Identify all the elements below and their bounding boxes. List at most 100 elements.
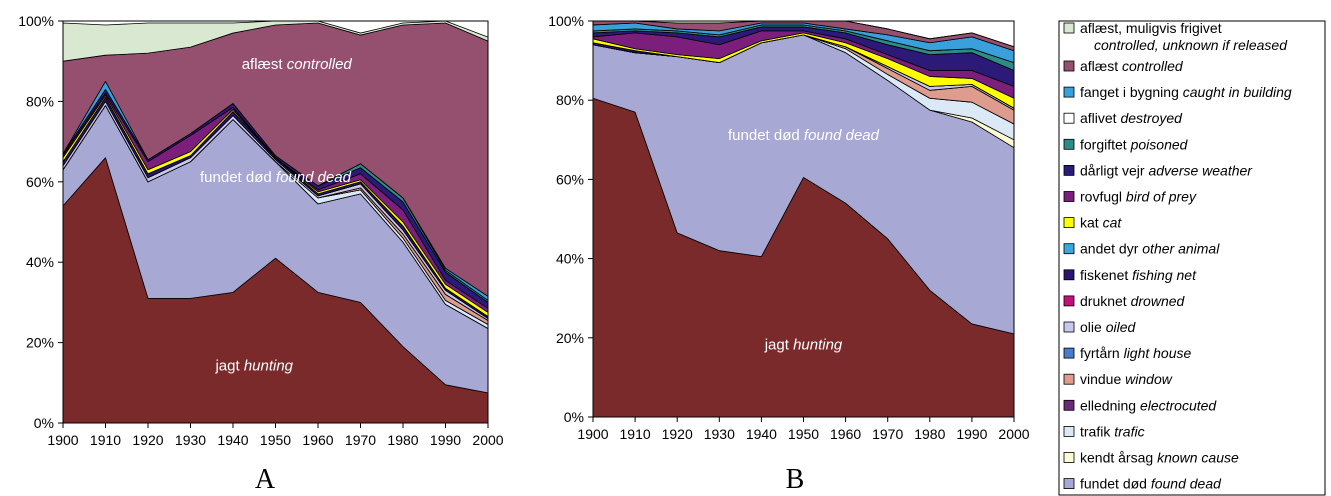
legend-item-fishing-net: fiskenet fishing net: [1063, 267, 1197, 283]
legend-label: trafik trafic: [1080, 423, 1145, 439]
x-tick-label: 1960: [302, 432, 333, 448]
legend-item-caught-in-building: fanget i bygning caught in building: [1063, 84, 1292, 100]
area-label: jagt hunting: [764, 337, 843, 354]
legend-swatch: [1063, 243, 1075, 255]
legend-item-window: vindue window: [1063, 371, 1173, 387]
legend-swatch: [1063, 60, 1075, 72]
legend-label-italic: controlled, unknown if released: [1094, 37, 1288, 53]
x-tick-label: 1930: [704, 426, 735, 442]
legend-item-found-dead: fundet død found dead: [1063, 476, 1222, 492]
legend-item-bird-of-prey: rovfugl bird of prey: [1063, 189, 1197, 205]
legend-swatch: [1063, 217, 1075, 229]
chart-panel-b: 0% 20% 40% 60% 80% 100% 1900 1910 1920 1930 1940 19…: [548, 13, 1030, 495]
legend-label: aflæst controlled: [1080, 58, 1184, 74]
legend-swatch: [1063, 86, 1075, 98]
y-tick-label: 0%: [564, 409, 584, 425]
legend-label: fiskenet fishing net: [1080, 267, 1197, 283]
x-tick-label: 1970: [345, 432, 376, 448]
y-tick-label: 100%: [548, 13, 584, 29]
legend-item-oiled: olie oiled: [1063, 319, 1136, 335]
legend-item-cat: kat cat: [1063, 215, 1122, 231]
panel-letter: A: [255, 464, 276, 495]
legend-swatch: [1063, 112, 1075, 124]
x-tick-label: 1920: [132, 432, 163, 448]
legend-label: kendt årsag known cause: [1080, 450, 1239, 466]
x-tick-label: 2000: [998, 426, 1029, 442]
area-label: fundet død found dead: [728, 127, 880, 144]
legend-item-adverse-weather: dårligt vejr adverse weather: [1063, 162, 1253, 178]
panel-letter: B: [786, 464, 805, 495]
legend-label: elledning electrocuted: [1080, 397, 1217, 413]
legend-swatch: [1063, 373, 1075, 385]
legend-swatch: [1063, 321, 1075, 333]
legend-label: dårligt vejr adverse weather: [1080, 162, 1253, 178]
legend-item-trafic: trafik trafic: [1063, 423, 1145, 439]
legend-item-poisoned: forgiftet poisoned: [1063, 136, 1189, 152]
x-tick-label: 1910: [90, 432, 121, 448]
y-tick-label: 60%: [556, 171, 584, 187]
legend-label: rovfugl bird of prey: [1080, 189, 1197, 205]
y-tick-label: 100%: [18, 13, 54, 29]
legend-label: vindue window: [1080, 371, 1173, 387]
legend-swatch: [1063, 347, 1075, 359]
legend-swatch: [1063, 164, 1075, 176]
legend-item-other-animal: andet dyr other animal: [1063, 241, 1220, 257]
x-tick-label: 1990: [956, 426, 987, 442]
area-label: jagt hunting: [214, 358, 293, 375]
legend-item-destroyed: aflivet destroyed: [1063, 110, 1183, 126]
chart-panel-a: 0% 20% 40% 60% 80% 100% 1900 1910 1920 1930 1940 19…: [18, 13, 504, 495]
legend-label: andet dyr other animal: [1080, 241, 1220, 257]
x-tick-label: 1900: [47, 432, 78, 448]
x-tick-label: 1950: [788, 426, 819, 442]
legend-item-electrocuted: elledning electrocuted: [1063, 397, 1217, 413]
area-label: aflæst controlled: [242, 56, 353, 73]
legend-swatch: [1063, 138, 1075, 150]
legend-swatch: [1063, 399, 1075, 411]
legend-swatch: [1063, 478, 1075, 490]
x-tick-label: 1990: [430, 432, 461, 448]
legend-label: druknet drowned: [1080, 293, 1186, 309]
y-tick-label: 20%: [556, 330, 584, 346]
x-tick-label: 1950: [260, 432, 291, 448]
x-tick-label: 1900: [577, 426, 608, 442]
y-tick-label: 60%: [26, 174, 54, 190]
legend-item-controlled: aflæst controlled: [1063, 58, 1184, 74]
y-tick-label: 80%: [556, 92, 584, 108]
legend-label: aflivet destroyed: [1080, 110, 1183, 126]
x-tick-label: 1940: [217, 432, 248, 448]
legend-label: aflæst, muligvis frigivet: [1080, 20, 1222, 36]
x-tick-label: 1920: [662, 426, 693, 442]
x-tick-label: 1960: [830, 426, 861, 442]
legend-swatch: [1063, 191, 1075, 202]
legend-swatch: [1063, 22, 1075, 34]
y-tick-label: 20%: [26, 335, 54, 351]
legend-swatch: [1063, 269, 1075, 281]
x-tick-label: 1980: [387, 432, 418, 448]
legend-label: fundet død found dead: [1080, 476, 1222, 492]
legend-label: forgiftet poisoned: [1080, 136, 1189, 152]
legend-item-drowned: druknet drowned: [1063, 293, 1186, 309]
legend-box: [1058, 20, 1326, 496]
legend-label: fyrtårn light house: [1080, 345, 1192, 361]
legend-label: kat cat: [1080, 215, 1122, 231]
legend-swatch: [1063, 425, 1075, 437]
legend-label: olie oiled: [1080, 319, 1136, 335]
x-tick-label: 1930: [175, 432, 206, 448]
x-tick-label: 1910: [620, 426, 651, 442]
legend-swatch: [1063, 452, 1075, 463]
legend-swatch: [1063, 295, 1075, 307]
y-tick-label: 0%: [34, 415, 54, 431]
x-tick-label: 1940: [746, 426, 777, 442]
y-tick-label: 40%: [26, 254, 54, 270]
y-tick-label: 40%: [556, 251, 584, 267]
x-tick-label: 2000: [472, 432, 503, 448]
area-label: fundet død found dead: [200, 169, 352, 186]
legend-item-known-cause: kendt årsag known cause: [1063, 450, 1239, 466]
legend-item-light-house: fyrtårn light house: [1063, 345, 1192, 361]
x-tick-label: 1970: [872, 426, 903, 442]
x-tick-label: 1980: [914, 426, 945, 442]
legend-label: fanget i bygning caught in building: [1080, 84, 1292, 100]
